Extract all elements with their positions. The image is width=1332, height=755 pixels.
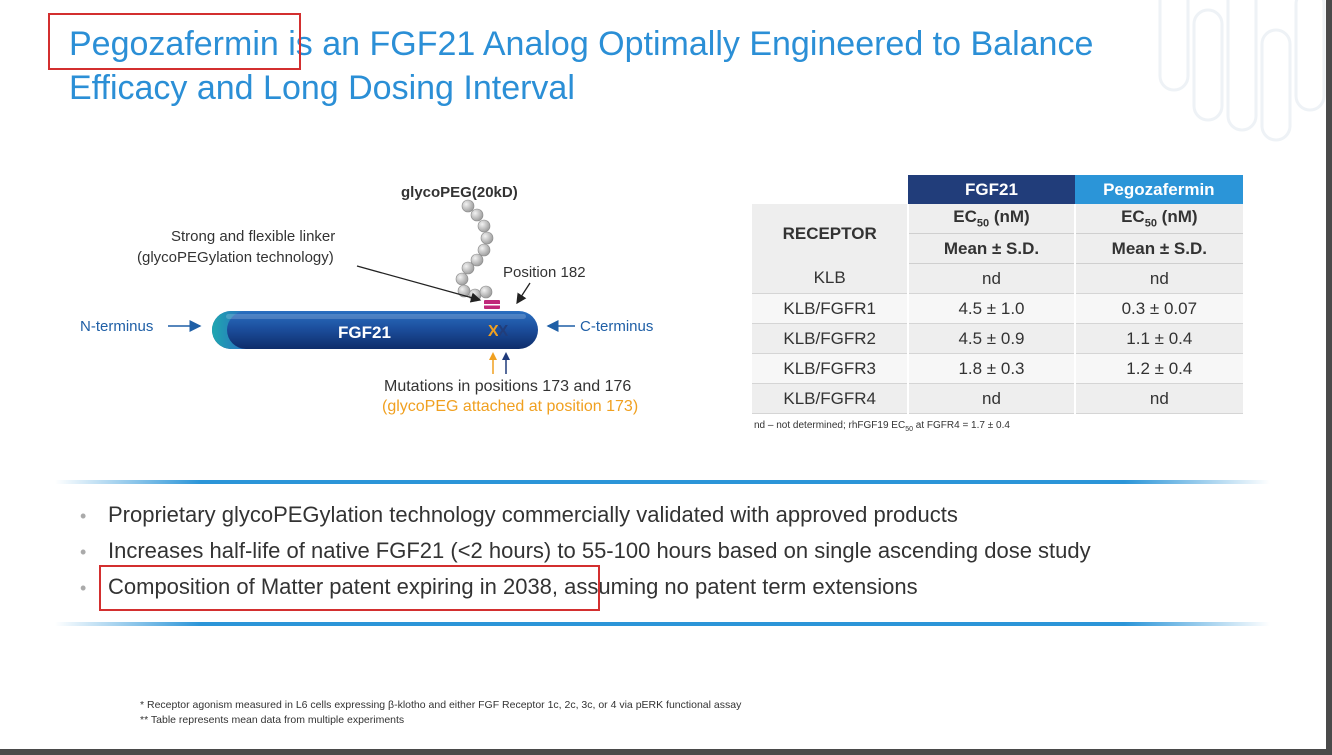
position-182-label: Position 182 [503, 264, 586, 281]
receptor-cell: KLB/FGFR4 [752, 383, 909, 414]
receptor-cell: KLB/FGFR2 [752, 323, 909, 354]
title-line2: Efficacy and Long Dosing Interval [69, 69, 575, 107]
mean-sd-header-peg: Mean ± S.D. [1073, 233, 1243, 264]
bullet-list: • Proprietary glycoPEGylation technology … [80, 498, 1091, 606]
mutations-label: Mutations in positions 173 and 176 [384, 378, 632, 395]
divider-top [55, 480, 1270, 484]
receptor-cell: KLB/FGFR1 [752, 293, 909, 324]
patent-highlight-box [99, 565, 600, 611]
column-header-pegozafermin: Pegozafermin [1074, 175, 1243, 204]
ec50-table: FGF21 Pegozafermin RECEPTOR EC50 (nM) EC… [752, 175, 1243, 414]
bullet-item: • Composition of Matter patent expiring i… [80, 574, 918, 599]
mean-sd-header-fgf21: Mean ± S.D. [907, 233, 1075, 264]
table-row: KLB/FGFR1 4.5 ± 1.0 0.3 ± 0.07 [752, 293, 1243, 324]
table-corner [752, 175, 908, 204]
receptor-header: RECEPTOR [752, 204, 909, 264]
receptor-cell: KLB [752, 263, 909, 294]
table-note: nd – not determined; rhFGF19 EC50 at FGF… [754, 420, 1010, 433]
ec50-header-peg: EC50 (nM) [1073, 204, 1243, 234]
n-terminus-cap [212, 311, 246, 349]
linker-label-line1: Strong and flexible linker [171, 228, 336, 245]
title-highlight-box [48, 13, 301, 70]
page-title: Pegozafermin is an FGF21 Analog Optimall… [69, 22, 1189, 110]
fgf21-diagram [168, 199, 575, 374]
table-row: KLB nd nd [752, 263, 1243, 294]
column-header-fgf21: FGF21 [908, 175, 1075, 204]
decorative-pattern [1158, 0, 1326, 142]
fgf21-protein-bar [212, 311, 538, 349]
pegozafermin-cell: nd [1073, 263, 1243, 294]
footnote-1: * Receptor agonism measured in L6 cells … [140, 699, 742, 711]
glycopeg-label: glycoPEG(20kD) [401, 184, 518, 201]
footnote-2: ** Table represents mean data from multi… [140, 714, 405, 726]
glycopeg-attached-label: (glycoPEG attached at position 173) [382, 398, 639, 415]
title-line1-rest: is an FGF21 Analog Optimally Engineered … [278, 25, 1094, 63]
pegozafermin-cell: 0.3 ± 0.07 [1073, 293, 1243, 324]
position-182-pointer [516, 282, 531, 305]
receptor-cell: KLB/FGFR3 [752, 353, 909, 384]
c-terminus-label: C-terminus [580, 318, 654, 335]
mutation-marks: XX [488, 323, 508, 340]
fgf21-cell: nd [907, 383, 1075, 414]
bullet-item: • Increases half-life of native FGF21 (<2… [80, 538, 1091, 563]
linker-pointer [356, 265, 482, 303]
n-terminus-label: N-terminus [80, 318, 154, 335]
pegozafermin-cell: 1.2 ± 0.4 [1073, 353, 1243, 384]
divider-bottom [55, 622, 1270, 626]
title-highlight: Pegozafermin [69, 25, 279, 63]
patent-highlight: Composition of Matter patent expiring in… [108, 574, 552, 599]
glycopeg-chain [455, 199, 494, 302]
table-row: KLB/FGFR2 4.5 ± 0.9 1.1 ± 0.4 [752, 323, 1243, 354]
fgf21-cell: nd [907, 263, 1075, 294]
table-row: KLB/FGFR4 nd nd [752, 383, 1243, 414]
fgf21-protein-label: FGF21 [338, 323, 391, 342]
fgf21-cell: 1.8 ± 0.3 [907, 353, 1075, 384]
linker-label-line2: (glycoPEGylation technology) [137, 249, 334, 266]
pegozafermin-cell: 1.1 ± 0.4 [1073, 323, 1243, 354]
fgf21-cell: 4.5 ± 1.0 [907, 293, 1075, 324]
fgf21-cell: 4.5 ± 0.9 [907, 323, 1075, 354]
ec50-header-fgf21: EC50 (nM) [907, 204, 1075, 234]
bullet-item: • Proprietary glycoPEGylation technology … [80, 502, 958, 527]
table-row: KLB/FGFR3 1.8 ± 0.3 1.2 ± 0.4 [752, 353, 1243, 384]
pegozafermin-cell: nd [1073, 383, 1243, 414]
